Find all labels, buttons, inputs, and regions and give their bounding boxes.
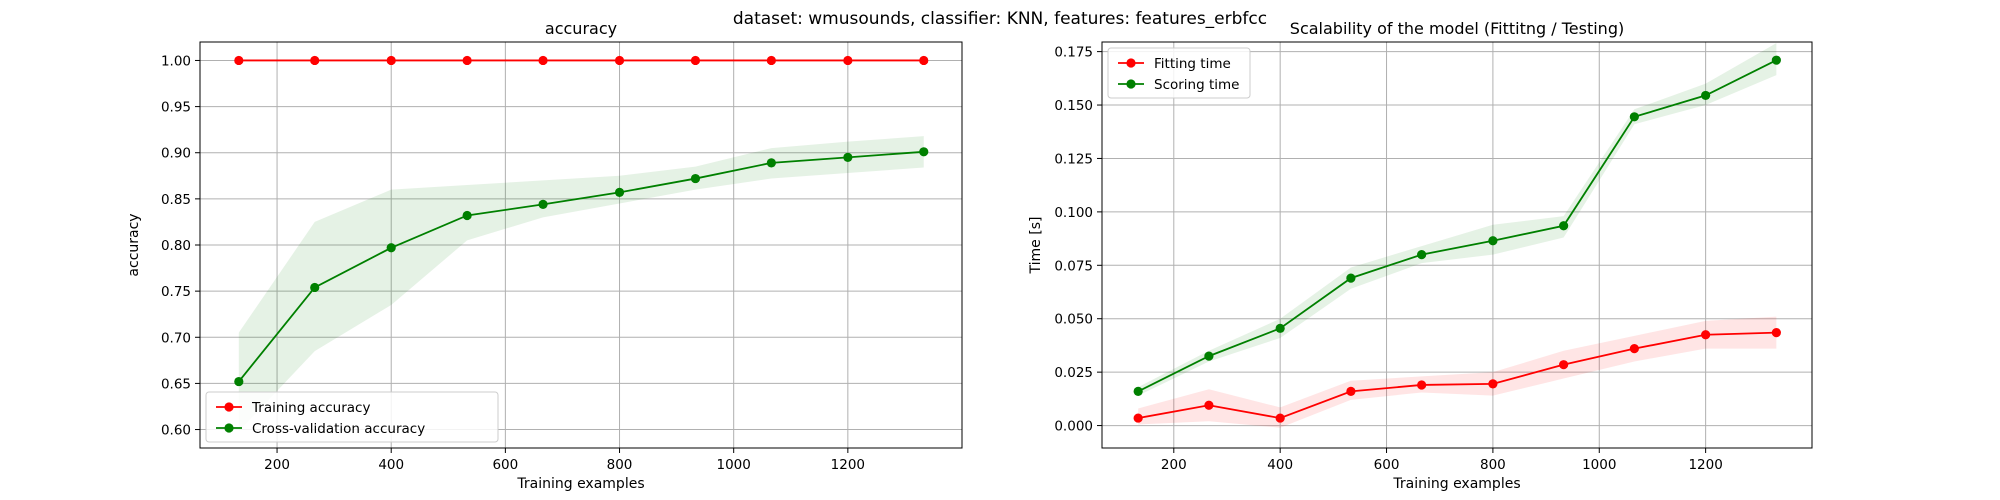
x-tick-label: 600 [492,457,518,473]
y-tick-label: 0.95 [161,100,191,116]
series-0-point [538,55,548,66]
series-1-point [386,243,396,253]
x-tick-label: 1200 [1688,457,1722,473]
y-tick-label: 0.050 [1054,312,1093,328]
series-1-point [919,147,929,157]
series-1-point [1771,55,1781,65]
series-0-point [1629,344,1639,354]
legend-box [205,391,499,443]
scalability-legend: Fitting time Scoring time [1107,47,1251,99]
legend-label: Cross-validation accuracy [252,421,425,437]
x-tick-label: 800 [1480,457,1506,473]
y-tick-label: 0.025 [1054,365,1093,381]
series-0-point [1417,380,1427,390]
accuracy-panel: 200 400 600 800 1000 1200 0.60 0.65 0.70 0.75 0.80… [126,19,963,492]
legend-marker [1126,79,1136,89]
accuracy-legend: Training accuracy Cross-validation accura… [205,391,499,443]
x-tick-label: 200 [264,457,290,473]
series-1-point [614,187,625,198]
y-tick-label: 0.125 [1054,151,1093,167]
series-1-point [766,158,776,168]
series-1-point [843,152,853,162]
series-1-band [1138,43,1777,396]
series-0-point [1346,386,1356,396]
scalability-ylabel: Time [s] [1028,217,1044,275]
series-1-point [538,199,548,209]
series-0-point [462,55,472,66]
series-1-point [1629,112,1639,122]
accuracy-ylabel: accuracy [126,213,142,276]
series-0-point [1701,330,1711,340]
series-0-point [614,55,625,66]
x-tick-label: 1000 [717,457,751,473]
series-0-band [1138,316,1777,428]
x-tick-label: 400 [378,457,404,473]
y-tick-label: 0.60 [161,423,191,439]
series-0-point [1771,328,1781,338]
series-1-point [310,282,320,293]
scalability-axes-frame [1101,41,1813,449]
series-1-line [238,150,924,383]
y-tick-label: 0.75 [161,284,191,300]
series-0-point [1275,413,1285,423]
x-tick-label: 800 [607,457,633,473]
scalability-xlabel: Training examples [1392,476,1520,492]
y-tick-label: 0.100 [1054,205,1093,221]
series-1-point [690,173,701,184]
y-tick-label: 0.90 [161,146,191,162]
series-0-point [1204,400,1214,410]
series-0-point [310,55,320,66]
legend-label: Fitting time [1154,56,1231,72]
series-1-point [1559,221,1569,231]
legend-marker [224,423,234,433]
y-tick-label: 0.80 [161,238,191,254]
series-1-point [1488,236,1498,246]
legend-label: Training accuracy [251,400,370,416]
x-tick-label: 1000 [1582,457,1616,473]
series-0-point [690,55,701,66]
legend-marker [224,402,234,412]
figure-suptitle: dataset: wmusounds, classifier: KNN, fea… [733,9,1267,29]
x-tick-label: 600 [1374,457,1400,473]
y-tick-label: 0.70 [161,330,191,346]
series-0-line [1137,331,1777,420]
scalability-panel: 200 400 600 800 1000 1200 0.000 0.025 0.050 0.075… [1028,19,1813,492]
series-1-point [462,210,472,221]
y-tick-label: 0.075 [1054,258,1093,274]
y-tick-label: 0.175 [1054,45,1093,61]
series-0-point [843,55,853,66]
legend-label: Scoring time [1154,77,1239,93]
x-tick-label: 400 [1267,457,1293,473]
series-0-point [1133,413,1143,423]
series-0-point [386,55,396,66]
series-1-point [234,376,244,387]
series-1-point [1701,90,1711,101]
series-0-point [1559,360,1569,370]
series-1-point [1275,323,1285,333]
y-tick-label: 0.85 [161,192,191,208]
accuracy-title: accuracy [545,19,617,38]
series-1-line [1137,59,1777,393]
scalability-title: Scalability of the model (Fittitng / Tes… [1290,19,1624,38]
series-0-point [1488,379,1498,389]
series-1-point [1346,273,1356,283]
series-0-point [234,55,244,66]
series-0-point [919,55,929,66]
series-1-point [1133,386,1143,396]
series-0-point [766,55,776,66]
y-tick-label: 1.00 [161,53,191,69]
x-tick-label: 1200 [831,457,865,473]
y-tick-label: 0.150 [1054,98,1093,114]
series-1-point [1204,351,1214,361]
series-1-band [238,136,924,432]
y-tick-label: 0.000 [1054,419,1093,435]
series-1-point [1417,250,1427,260]
y-tick-label: 0.65 [161,376,191,392]
x-tick-label: 200 [1161,457,1187,473]
legend-box [1107,47,1251,99]
legend-marker [1126,58,1136,68]
accuracy-xlabel: Training examples [516,476,644,492]
